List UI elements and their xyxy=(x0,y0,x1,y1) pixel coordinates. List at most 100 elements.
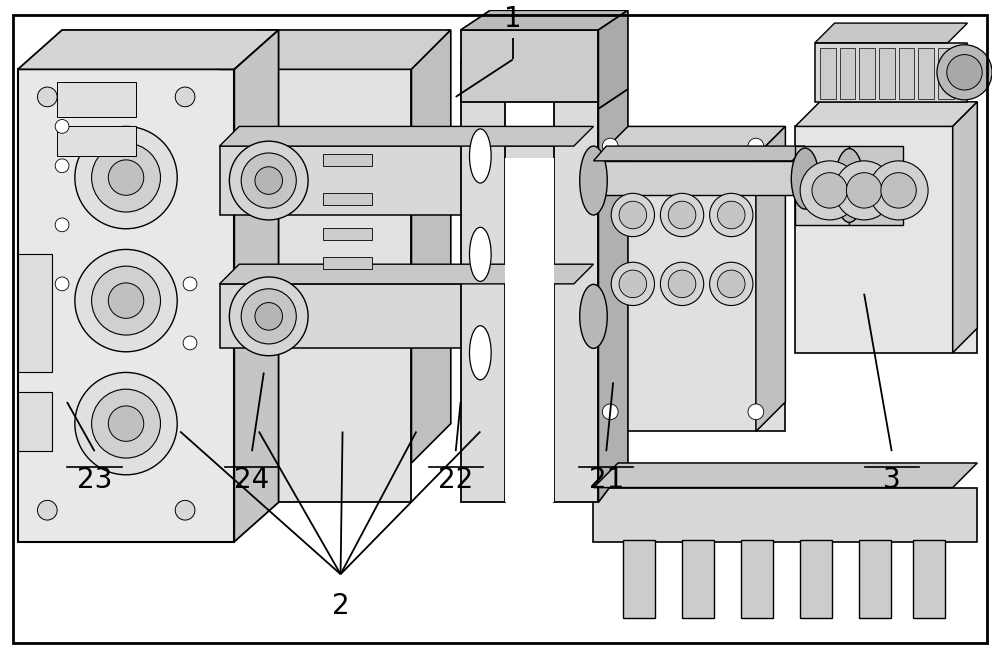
Bar xyxy=(220,69,411,502)
Bar xyxy=(938,48,954,99)
Polygon shape xyxy=(593,146,805,161)
Circle shape xyxy=(660,193,704,237)
Bar xyxy=(554,60,598,502)
Bar xyxy=(323,193,372,205)
Circle shape xyxy=(710,262,753,305)
Text: 21: 21 xyxy=(589,466,624,494)
Circle shape xyxy=(75,373,177,475)
Bar xyxy=(598,156,785,432)
Ellipse shape xyxy=(580,146,607,215)
Circle shape xyxy=(717,202,745,229)
Text: 3: 3 xyxy=(883,466,901,494)
Circle shape xyxy=(611,193,655,237)
Bar xyxy=(800,540,832,618)
Bar xyxy=(879,48,895,99)
Bar xyxy=(57,126,136,156)
Ellipse shape xyxy=(791,148,819,209)
Text: 2: 2 xyxy=(332,592,349,620)
Circle shape xyxy=(55,119,69,133)
Polygon shape xyxy=(756,126,785,432)
Bar xyxy=(461,30,598,102)
Bar xyxy=(18,69,234,542)
Bar xyxy=(899,48,914,99)
Circle shape xyxy=(710,193,753,237)
Circle shape xyxy=(717,270,745,297)
Ellipse shape xyxy=(469,326,491,380)
Polygon shape xyxy=(461,10,628,30)
Polygon shape xyxy=(598,126,785,156)
Circle shape xyxy=(229,141,308,220)
Circle shape xyxy=(255,303,283,330)
Circle shape xyxy=(835,161,894,220)
Polygon shape xyxy=(220,264,593,284)
Text: 24: 24 xyxy=(234,466,270,494)
Circle shape xyxy=(108,160,144,195)
Ellipse shape xyxy=(469,129,491,183)
Bar xyxy=(323,257,372,269)
Circle shape xyxy=(602,138,618,154)
Circle shape xyxy=(55,159,69,172)
Text: 1: 1 xyxy=(504,5,522,33)
Circle shape xyxy=(75,249,177,352)
Circle shape xyxy=(175,500,195,520)
Text: 23: 23 xyxy=(77,466,112,494)
Bar xyxy=(840,48,855,99)
Bar xyxy=(18,255,52,373)
Circle shape xyxy=(175,87,195,107)
Circle shape xyxy=(241,289,296,344)
Ellipse shape xyxy=(580,284,607,349)
Circle shape xyxy=(75,126,177,229)
Circle shape xyxy=(92,389,160,458)
Circle shape xyxy=(92,143,160,212)
Circle shape xyxy=(668,270,696,297)
Bar xyxy=(682,540,714,618)
Polygon shape xyxy=(598,89,628,502)
Bar xyxy=(918,48,934,99)
Bar xyxy=(18,392,52,451)
Circle shape xyxy=(869,161,928,220)
Circle shape xyxy=(92,266,160,335)
Circle shape xyxy=(947,54,982,90)
Circle shape xyxy=(602,404,618,420)
Circle shape xyxy=(55,218,69,232)
Bar xyxy=(795,146,849,225)
Bar xyxy=(623,540,655,618)
Circle shape xyxy=(812,172,847,208)
Ellipse shape xyxy=(469,227,491,281)
Bar xyxy=(461,60,505,502)
Polygon shape xyxy=(598,10,628,109)
Polygon shape xyxy=(815,23,967,43)
Bar xyxy=(741,540,773,618)
Circle shape xyxy=(619,202,647,229)
Text: 22: 22 xyxy=(438,466,473,494)
Circle shape xyxy=(37,87,57,107)
Bar xyxy=(505,158,554,502)
Bar xyxy=(220,284,593,348)
Circle shape xyxy=(748,138,764,154)
Polygon shape xyxy=(234,30,279,542)
Circle shape xyxy=(748,404,764,420)
Circle shape xyxy=(619,270,647,297)
Circle shape xyxy=(37,500,57,520)
Bar xyxy=(593,487,977,542)
Circle shape xyxy=(937,45,992,100)
Bar xyxy=(859,48,875,99)
Bar xyxy=(323,228,372,240)
Circle shape xyxy=(881,172,916,208)
Bar xyxy=(57,82,136,117)
Polygon shape xyxy=(18,30,279,69)
Circle shape xyxy=(668,202,696,229)
Bar xyxy=(913,540,945,618)
Circle shape xyxy=(660,262,704,305)
Circle shape xyxy=(55,277,69,291)
Polygon shape xyxy=(220,126,593,146)
Circle shape xyxy=(846,172,882,208)
Ellipse shape xyxy=(835,148,864,222)
Polygon shape xyxy=(220,30,451,69)
Circle shape xyxy=(183,277,197,291)
Bar xyxy=(849,146,903,225)
Circle shape xyxy=(255,167,283,194)
Circle shape xyxy=(108,283,144,318)
Bar xyxy=(859,540,891,618)
Circle shape xyxy=(183,336,197,350)
